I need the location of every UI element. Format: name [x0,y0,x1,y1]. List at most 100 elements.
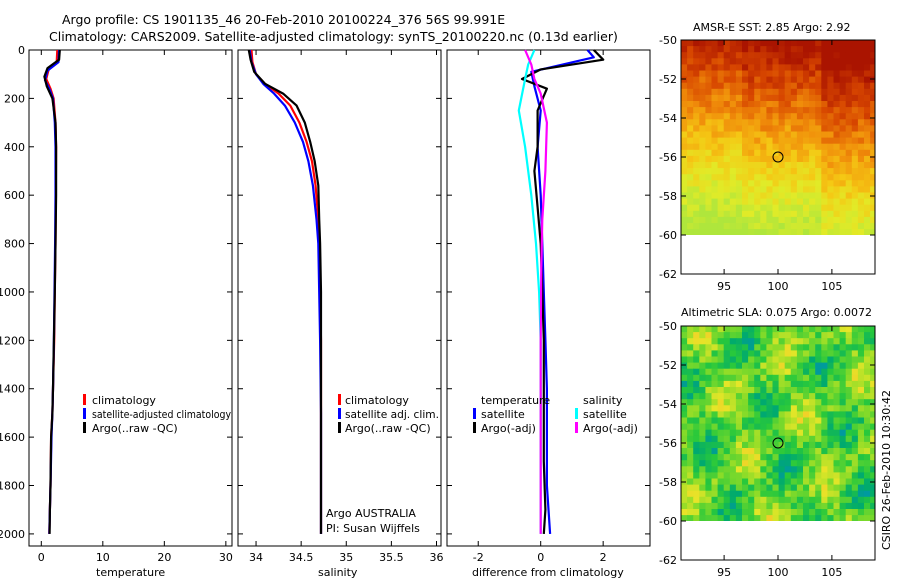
y-tick-label: -54 [659,398,677,411]
map-cell [711,113,719,120]
map-cell [705,162,713,169]
map-cell [809,356,816,364]
map-cell [809,113,816,120]
map-cell [857,478,865,486]
map-cell [693,502,700,510]
map-cell [839,198,847,206]
map-cell [857,441,865,449]
map-cell [778,52,786,59]
map-cell [839,168,847,175]
map-cell [711,423,719,431]
map-cell [821,380,828,388]
map-cell [778,399,786,406]
map-cell [717,76,725,84]
map-cell [851,76,859,84]
map-cell [760,423,767,431]
map-cell [827,174,835,181]
map-cell [735,70,743,78]
map-cell [839,393,847,400]
map-cell [754,52,761,59]
map-cell [784,155,792,163]
map-cell [778,374,786,382]
map-cell [827,509,835,516]
map-cell [699,350,706,358]
map-cell [723,448,731,455]
map-cell [742,113,749,120]
map-cell [809,509,816,516]
sla-map-panel: Altimetric SLA: 0.075 Argo: 0.0072 -50-5… [659,306,876,579]
map-cell [778,429,786,437]
map-cell [772,223,780,230]
map-cell [790,174,798,181]
map-cell [735,411,743,419]
map-cell [772,210,780,218]
map-cell [815,119,822,126]
map-cell [717,448,725,455]
map-cell [851,137,859,145]
map-cell [809,387,816,394]
map-cell [839,326,847,333]
map-cell [870,411,875,419]
map-cell [705,107,713,114]
map-cell [803,204,810,212]
x-tick-label: -2 [473,551,484,564]
map-cell [864,393,871,400]
map-cell [857,393,865,400]
map-cell [778,40,786,47]
map-cell [845,374,853,382]
map-cell [821,40,828,47]
y-tick-label: 600 [4,189,25,202]
map-cell [693,64,700,72]
map-cell [821,223,828,230]
map-cell [742,515,749,521]
y-tick-label: 1000 [0,286,25,299]
map-cell [772,515,780,521]
map-cell [693,46,700,53]
map-cell [699,186,706,194]
map-cell [766,435,774,443]
map-cell [772,368,780,376]
map-cell [711,502,719,510]
map-cell [851,174,859,181]
map-cell [821,454,828,461]
map-cell [833,429,841,437]
map-cell [705,423,713,431]
map-cell [705,223,713,230]
map-cell [717,490,725,498]
map-cell [742,344,749,351]
map-cell [827,192,835,200]
map-cell [857,223,865,230]
map-cell [705,94,713,102]
map-cell [827,229,835,235]
map-cell [766,88,774,96]
map-cell [699,149,706,157]
map-cell [711,137,719,145]
legend-label-climatology: climatology [92,394,156,407]
map-cell [809,76,816,84]
map-cell [864,52,871,59]
map-cell [723,515,731,521]
map-cell [711,174,719,181]
map-cell [687,52,694,59]
map-cell [760,198,767,206]
map-cell [717,338,725,345]
map-cell [851,490,859,498]
map-cell [760,113,767,120]
map-cell [687,168,694,175]
map-cell [735,435,743,443]
map-cell [796,374,804,382]
map-cell [742,143,749,151]
map-cell [693,180,700,187]
map-cell [778,405,786,412]
map-cell [809,368,816,376]
map-cell [693,448,700,455]
map-cell [748,216,755,224]
map-cell [833,64,841,72]
map-cell [784,509,792,516]
map-cell [754,374,761,382]
map-cell [857,448,865,455]
map-cell [742,356,749,364]
map-cell [821,143,828,151]
map-cell [870,58,875,65]
map-cell [699,40,706,47]
